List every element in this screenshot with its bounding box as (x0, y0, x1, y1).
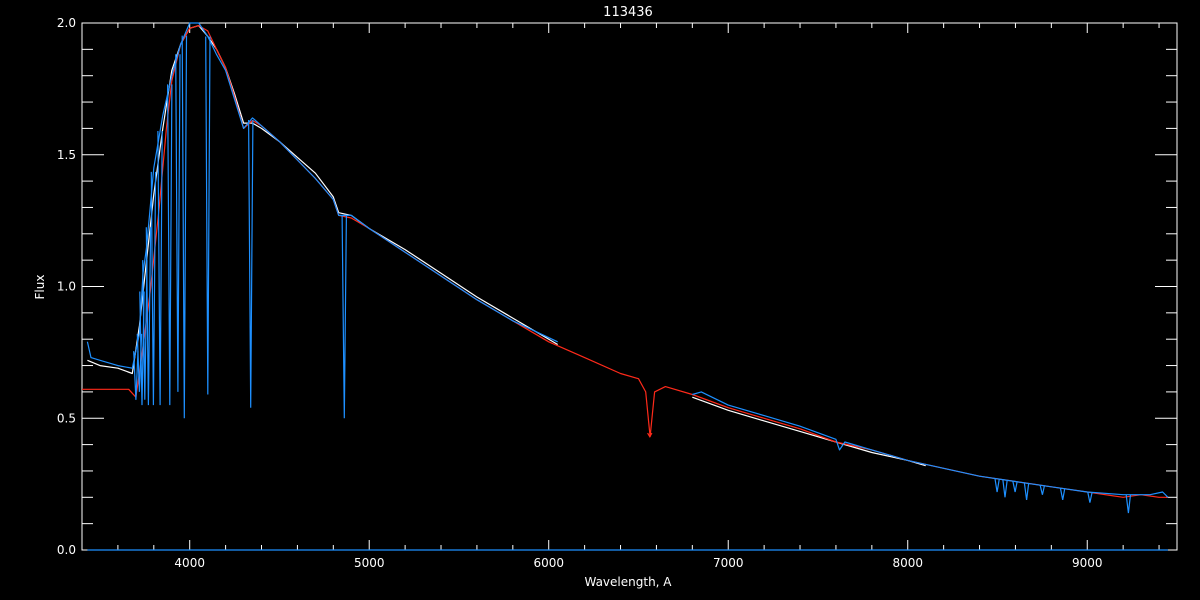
y-axis-label: Flux (33, 275, 47, 300)
x-tick-label: 4000 (174, 556, 205, 570)
y-tick-label: 1.0 (57, 280, 76, 294)
chart-title: 113436 (603, 5, 653, 20)
absorption-line (1039, 485, 1046, 495)
absorption-line (1012, 481, 1018, 493)
y-tick-label: 0.0 (57, 543, 76, 557)
absorption-line (157, 130, 163, 406)
x-tick-label: 9000 (1072, 556, 1103, 570)
y-tick-label: 0.5 (57, 411, 76, 425)
absorption-line (145, 227, 152, 406)
series-1-segment-0 (82, 25, 1168, 498)
absorption-line (181, 35, 188, 419)
y-axis: 0.0 0.5 1.0 1.5 2.0 (57, 16, 1177, 557)
absorption-line (1059, 488, 1066, 501)
absorption-line (341, 215, 347, 419)
absorption-line (1023, 483, 1030, 500)
x-tick-label: 5000 (354, 556, 385, 570)
x-tick-label: 8000 (892, 556, 923, 570)
absorption-line (1002, 479, 1008, 498)
absorption-line (205, 36, 211, 395)
plot-frame (81, 22, 1178, 551)
x-axis-label: Wavelength, A (584, 575, 672, 589)
x-axis: 4000 5000 6000 7000 8000 9000 (81, 23, 1160, 570)
x-tick-label: 6000 (533, 556, 564, 570)
plot-border (81, 22, 1178, 551)
absorption-line (150, 171, 157, 406)
absorption-line (167, 84, 173, 406)
absorption-line (994, 478, 1000, 493)
y-tick-label: 1.5 (57, 148, 76, 162)
x-tick-label: 7000 (713, 556, 744, 570)
absorption-line (175, 54, 181, 392)
absorption-line (133, 351, 139, 400)
absorption-line (1125, 494, 1132, 514)
absorption-line (1087, 492, 1093, 503)
series-2-segment-1 (692, 391, 1169, 498)
y-tick-label: 2.0 (57, 16, 76, 30)
absorption-line (142, 260, 148, 400)
absorption-line (248, 119, 254, 408)
series-layer (82, 22, 1169, 551)
absorption-line (647, 432, 653, 438)
